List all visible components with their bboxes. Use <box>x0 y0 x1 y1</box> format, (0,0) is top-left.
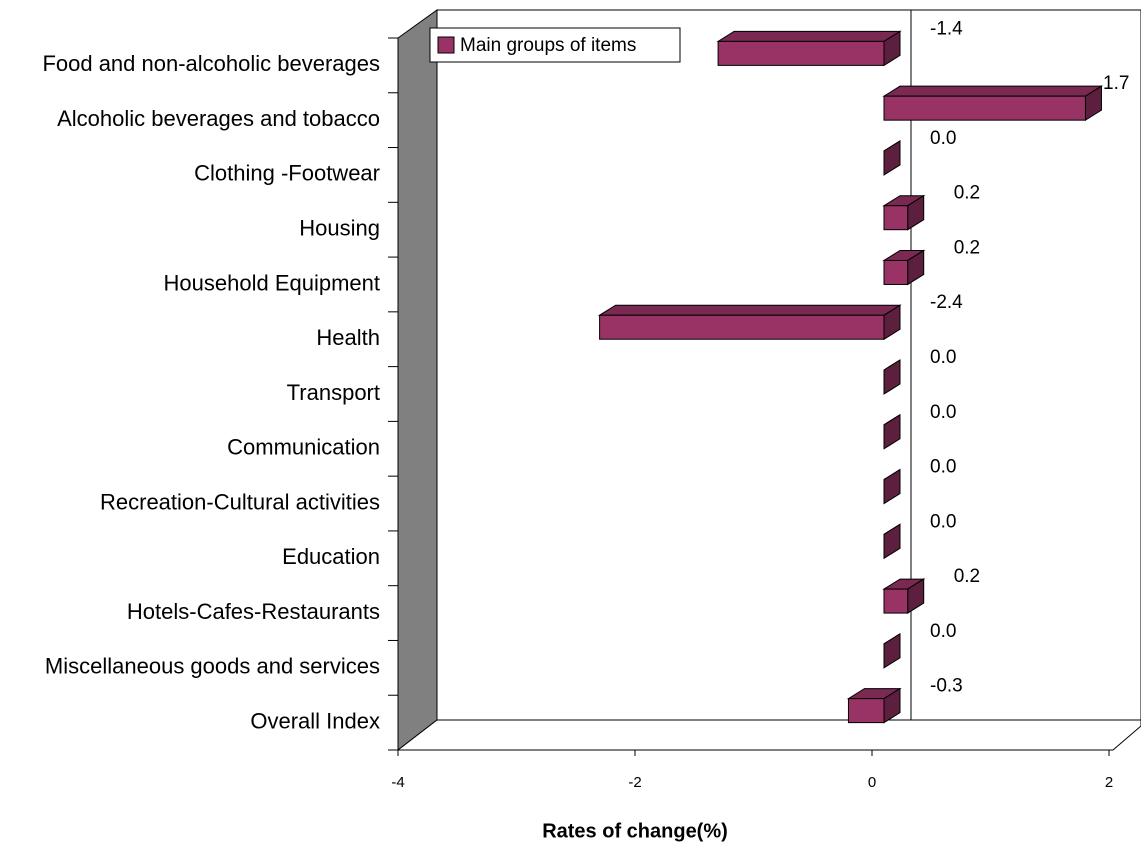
bar-top <box>882 85 1104 97</box>
value-label: 0.0 <box>930 128 956 149</box>
x-tick-label: 2 <box>1105 774 1113 791</box>
bar <box>882 85 1104 122</box>
legend-box <box>429 27 681 63</box>
category-label: Housing <box>299 216 380 241</box>
value-label: -2.4 <box>930 292 963 313</box>
category-label: Overall Index <box>250 708 380 733</box>
side-wall <box>397 9 438 752</box>
bar <box>883 140 901 176</box>
category-label: Hotels-Cafes-Restaurants <box>127 599 380 624</box>
bar <box>883 413 901 450</box>
bar <box>883 359 901 395</box>
bar-side <box>883 413 901 450</box>
bar <box>883 523 901 560</box>
bar-front <box>717 40 885 66</box>
floor <box>396 719 1141 751</box>
bar-side <box>883 359 901 395</box>
bar <box>846 687 902 724</box>
bar <box>716 30 902 67</box>
x-tick-label: 0 <box>868 774 876 791</box>
value-label: 0.0 <box>930 511 956 532</box>
category-label: Household Equipment <box>164 270 380 295</box>
x-tick-label: -4 <box>391 774 404 791</box>
value-label: 1.7 <box>1103 73 1129 94</box>
category-label: Health <box>316 325 380 350</box>
bar-front <box>599 314 885 340</box>
value-label: 0.0 <box>930 347 956 368</box>
category-label: Food and non-alcoholic beverages <box>42 51 380 76</box>
bar-front <box>883 259 909 285</box>
bar-front <box>847 698 885 724</box>
bar-top <box>716 30 902 42</box>
bar <box>882 194 926 231</box>
legend-swatch <box>437 36 455 54</box>
bar <box>882 578 926 614</box>
value-label: -0.3 <box>930 676 963 697</box>
bar-front <box>883 95 1086 121</box>
value-label: 0.0 <box>930 621 956 642</box>
value-label: 0.2 <box>954 566 980 587</box>
category-label: Alcoholic beverages and tobacco <box>57 106 380 131</box>
bar-front <box>883 205 909 231</box>
bar <box>597 304 902 341</box>
value-label: 0.2 <box>954 237 980 258</box>
bar-front <box>883 588 909 614</box>
x-axis-title: Rates of change(%) <box>542 820 728 842</box>
legend: Main groups of items <box>429 27 681 63</box>
bar-top <box>597 304 902 316</box>
x-tick-label: -2 <box>628 774 641 791</box>
legend-label: Main groups of items <box>460 35 636 56</box>
category-label: Recreation-Cultural activities <box>100 489 380 514</box>
value-label: -1.4 <box>930 18 963 39</box>
category-label: Miscellaneous goods and services <box>45 654 380 679</box>
category-label: Clothing -Footwear <box>194 161 380 186</box>
bar <box>883 632 901 669</box>
value-label: 0.0 <box>930 402 956 423</box>
category-label: Education <box>282 544 380 569</box>
bar-side <box>883 468 901 505</box>
bar-side <box>883 523 901 560</box>
bar-side <box>883 632 901 669</box>
category-label: Communication <box>227 435 380 460</box>
value-label: 0.2 <box>954 183 980 204</box>
bar <box>883 468 901 505</box>
category-label: Transport <box>287 380 380 405</box>
bar-side <box>883 140 901 176</box>
value-label: 0.0 <box>930 457 956 478</box>
bar <box>882 249 926 286</box>
